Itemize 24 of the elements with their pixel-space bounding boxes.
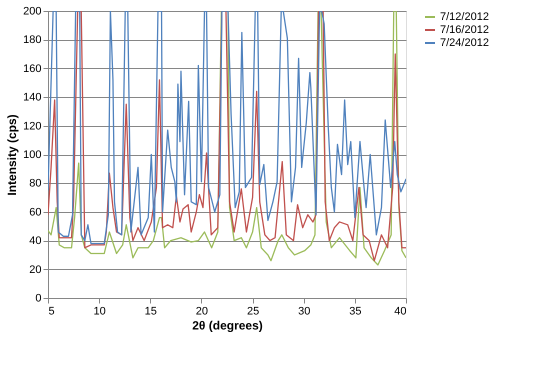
x-tick-label: 30 [298,306,310,318]
y-tick-label: 20 [29,264,42,276]
legend-label: 7/16/2012 [440,24,489,36]
y-tick-label: 120 [23,120,42,132]
y-tick-label: 40 [29,235,42,248]
x-tick-label: 20 [196,306,208,318]
x-tick-label: 5 [48,306,55,318]
x-tick-label: 15 [144,306,157,318]
y-tick-label: 160 [23,62,42,75]
legend-label: 7/12/2012 [440,11,489,23]
y-tick-label: 0 [35,292,42,304]
x-tick-label: 25 [246,306,260,318]
x-tick-label: 40 [394,306,406,318]
y-tick-label: 100 [23,149,42,161]
y-axis-title: Intensity (cps) [5,114,20,196]
y-tick-label: 180 [23,34,42,46]
y-tick-label: 200 [23,6,42,18]
y-tick-label: 80 [29,178,42,190]
x-tick-label: 35 [349,306,362,318]
y-tick-label: 140 [23,92,42,104]
x-axis-title: 2θ (degrees) [192,318,263,332]
legend-label: 7/24/2012 [440,37,489,49]
x-tick-label: 10 [94,306,106,318]
y-tick-label: 60 [29,206,42,218]
